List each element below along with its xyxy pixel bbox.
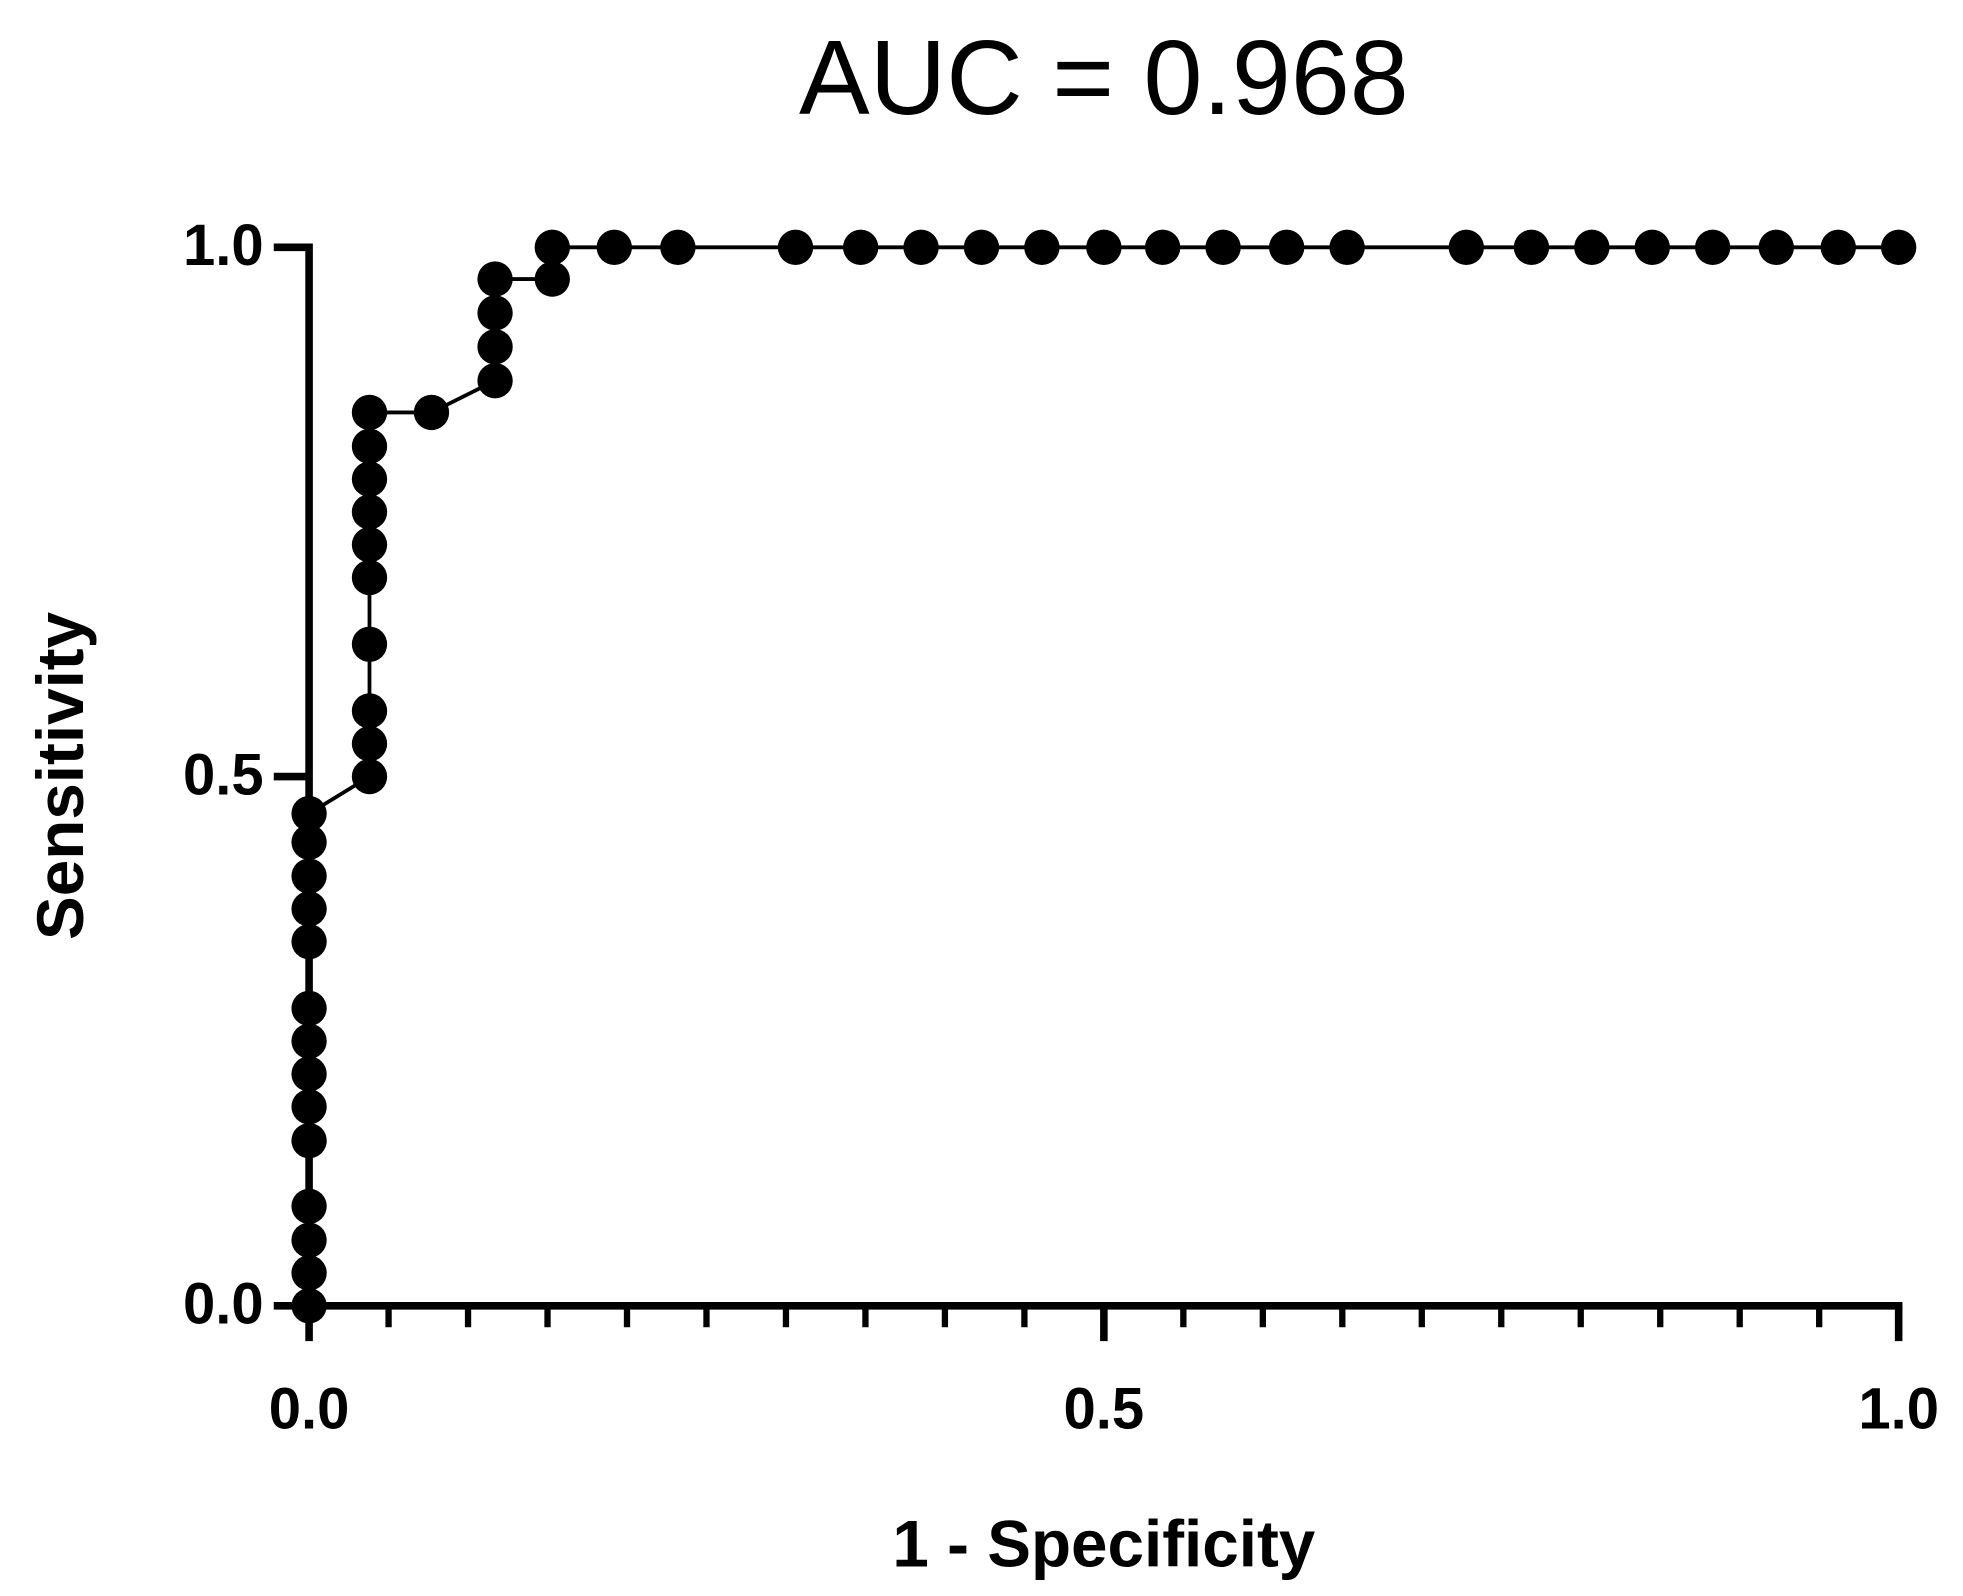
x-tick-label: 0.0: [269, 1376, 350, 1441]
roc-point: [903, 229, 939, 265]
roc-point: [1820, 229, 1856, 265]
roc-point: [963, 229, 1000, 265]
roc-point: [291, 1056, 327, 1092]
roc-point: [1024, 229, 1060, 265]
y-axis-label: Sensitivity: [24, 611, 97, 940]
roc-point: [1634, 229, 1670, 265]
x-tick-label: 1.0: [1858, 1376, 1939, 1441]
roc-point: [1145, 229, 1181, 265]
roc-point: [291, 1255, 327, 1291]
roc-point: [1574, 229, 1610, 265]
roc-point: [1205, 229, 1241, 265]
roc-point: [1513, 229, 1550, 265]
y-tick-label: 0.0: [183, 1272, 264, 1337]
roc-point: [477, 295, 513, 331]
roc-point: [291, 1023, 327, 1059]
roc-point: [413, 394, 450, 431]
roc-point: [477, 363, 513, 399]
roc-line: [307, 245, 1899, 1306]
roc-point: [1086, 229, 1122, 265]
roc-point: [534, 229, 570, 265]
roc-point: [534, 261, 570, 297]
roc-point: [351, 394, 388, 431]
roc-point: [1329, 229, 1365, 265]
roc-point: [596, 229, 632, 265]
roc-point: [291, 990, 327, 1027]
x-axis-label: 1 - Specificity: [892, 1508, 1315, 1581]
roc-point: [291, 1089, 327, 1125]
chart-title: AUC = 0.968: [799, 19, 1409, 137]
roc-point: [291, 1288, 327, 1324]
roc-point: [1758, 229, 1794, 265]
roc-point: [477, 329, 513, 365]
roc-point: [291, 1123, 327, 1159]
roc-point: [291, 891, 327, 927]
roc-point: [291, 1222, 327, 1258]
roc-point: [351, 527, 388, 563]
roc-point: [351, 428, 388, 464]
roc-point: [1448, 229, 1484, 265]
roc-point: [351, 693, 388, 729]
roc-point: [291, 1188, 327, 1224]
roc-point: [1269, 229, 1305, 265]
roc-point: [291, 795, 327, 832]
roc-point: [351, 494, 388, 530]
roc-point: [351, 626, 388, 662]
roc-point: [1695, 229, 1731, 265]
roc-point: [351, 758, 388, 795]
roc-point: [477, 261, 513, 297]
roc-point: [351, 726, 388, 762]
y-tick-label: 1.0: [183, 213, 264, 278]
roc-point: [291, 824, 327, 860]
roc-point: [1880, 229, 1917, 265]
roc-point: [291, 924, 327, 960]
roc-point: [843, 229, 879, 265]
y-tick-label: 0.5: [183, 742, 264, 807]
x-tick-label: 0.5: [1064, 1376, 1145, 1441]
roc-point: [351, 559, 388, 596]
roc-point: [351, 461, 388, 497]
roc-point: [660, 229, 696, 265]
roc-point: [777, 229, 814, 265]
roc-point: [291, 858, 327, 894]
